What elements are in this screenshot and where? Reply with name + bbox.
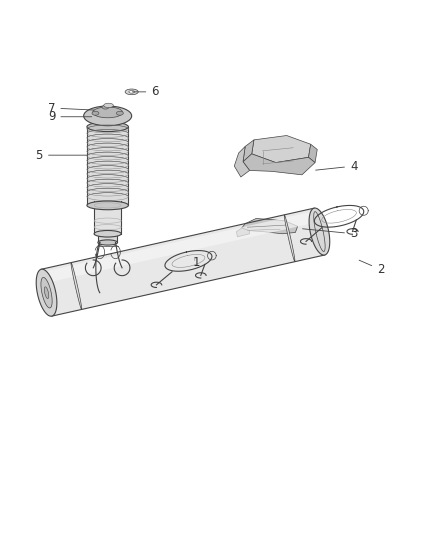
- Ellipse shape: [93, 107, 123, 118]
- Text: 3: 3: [303, 227, 357, 240]
- Polygon shape: [284, 215, 295, 262]
- Polygon shape: [242, 219, 297, 234]
- Ellipse shape: [104, 103, 113, 108]
- Ellipse shape: [94, 230, 121, 237]
- Polygon shape: [237, 228, 250, 237]
- Polygon shape: [252, 135, 311, 163]
- Ellipse shape: [125, 89, 138, 95]
- Polygon shape: [71, 263, 82, 310]
- Text: 6: 6: [132, 85, 159, 99]
- Ellipse shape: [92, 111, 99, 115]
- Bar: [98, 234, 117, 243]
- Polygon shape: [41, 278, 52, 308]
- Text: 9: 9: [48, 110, 92, 123]
- Polygon shape: [36, 269, 57, 316]
- Polygon shape: [309, 208, 330, 255]
- Polygon shape: [234, 147, 250, 177]
- Ellipse shape: [84, 106, 132, 126]
- Polygon shape: [41, 208, 325, 316]
- Text: 2: 2: [359, 260, 385, 276]
- Polygon shape: [243, 140, 254, 161]
- Text: 7: 7: [48, 101, 94, 115]
- Text: 5: 5: [35, 149, 88, 161]
- Text: 4: 4: [316, 159, 357, 173]
- Text: 1: 1: [193, 256, 200, 269]
- Ellipse shape: [117, 111, 124, 115]
- Ellipse shape: [98, 240, 117, 245]
- Ellipse shape: [87, 122, 128, 132]
- Bar: [94, 201, 121, 234]
- Polygon shape: [308, 144, 317, 163]
- Bar: [87, 127, 128, 205]
- Ellipse shape: [102, 105, 109, 109]
- Ellipse shape: [129, 91, 134, 93]
- Polygon shape: [42, 211, 317, 284]
- Polygon shape: [44, 287, 49, 298]
- Ellipse shape: [87, 201, 128, 210]
- Polygon shape: [243, 154, 315, 175]
